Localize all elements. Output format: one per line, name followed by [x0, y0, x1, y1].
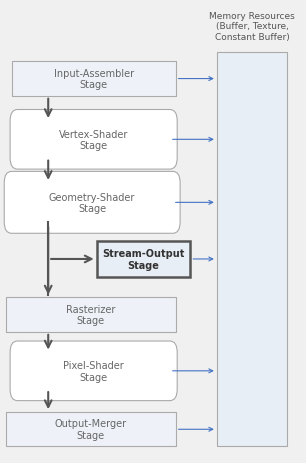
FancyBboxPatch shape [97, 242, 190, 277]
Text: Vertex-Shader
Stage: Vertex-Shader Stage [59, 129, 128, 151]
FancyBboxPatch shape [12, 62, 176, 97]
FancyBboxPatch shape [6, 298, 176, 332]
FancyBboxPatch shape [10, 341, 177, 401]
Text: Rasterizer
Stage: Rasterizer Stage [66, 304, 115, 326]
FancyBboxPatch shape [10, 110, 177, 170]
Text: Memory Resources
(Buffer, Texture,
Constant Buffer): Memory Resources (Buffer, Texture, Const… [209, 12, 295, 42]
FancyBboxPatch shape [4, 172, 180, 234]
Text: Output-Merger
Stage: Output-Merger Stage [55, 419, 127, 440]
Text: Geometry-Shader
Stage: Geometry-Shader Stage [49, 192, 135, 214]
Text: Stream-Output
Stage: Stream-Output Stage [102, 249, 185, 270]
Text: Pixel-Shader
Stage: Pixel-Shader Stage [63, 360, 124, 382]
FancyBboxPatch shape [217, 53, 287, 446]
FancyBboxPatch shape [6, 412, 176, 446]
Text: Input-Assembler
Stage: Input-Assembler Stage [54, 69, 134, 90]
